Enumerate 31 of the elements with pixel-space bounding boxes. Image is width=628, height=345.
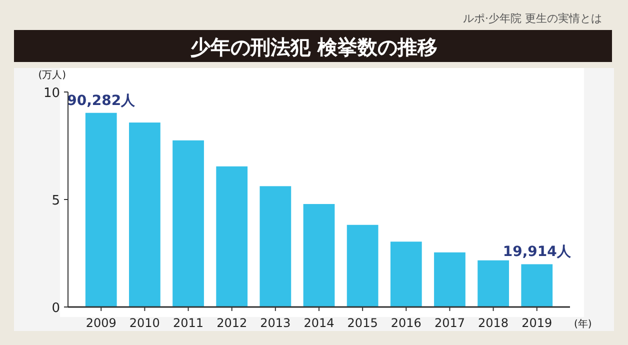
bar	[390, 242, 422, 307]
x-tick-label: 2018	[478, 316, 509, 330]
bar	[216, 166, 248, 307]
bar	[434, 252, 466, 307]
bar	[478, 260, 509, 307]
x-tick-label: 2010	[129, 316, 160, 330]
chart-title: 少年の刑法犯 検挙数の推移	[190, 35, 438, 59]
bar	[303, 204, 335, 307]
annotation: 90,282人	[67, 92, 136, 109]
y-axis-title: (万人)	[38, 70, 66, 81]
bar	[346, 224, 378, 307]
x-tick-label: 2011	[172, 316, 204, 330]
y-tick-label: 5	[52, 194, 60, 208]
y-tick-label: 10	[43, 86, 60, 101]
y-tick-label: 0	[52, 301, 60, 316]
x-tick-label: 2016	[390, 316, 422, 330]
x-tick-label: 2017	[434, 316, 466, 330]
x-tick-label: 2013	[260, 316, 291, 330]
x-axis-title: (年)	[574, 318, 592, 330]
x-tick-label: 2015	[347, 316, 378, 330]
bar	[172, 140, 204, 307]
bar	[129, 122, 160, 307]
x-tick-label: 2019	[522, 316, 552, 330]
x-tick-label: 2014	[304, 316, 334, 330]
x-tick-label: 2012	[216, 316, 248, 330]
bar	[260, 186, 292, 307]
text: ルポ·少年院 更生の実情とは	[463, 12, 602, 25]
bar	[85, 112, 117, 307]
annotation: 19,914人	[502, 244, 572, 260]
x-tick-label: 2009	[86, 316, 116, 330]
bar	[521, 264, 553, 307]
